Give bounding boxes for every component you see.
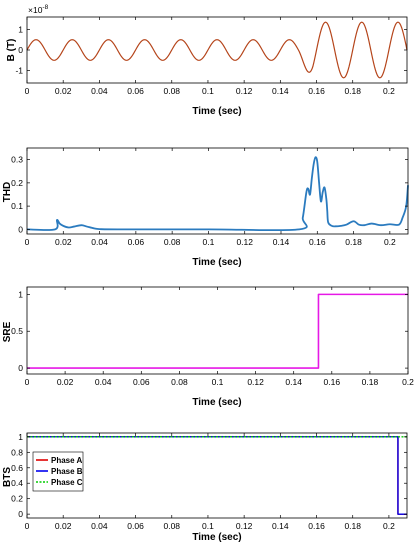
x-tick-label: 0.14 (272, 86, 289, 96)
y-tick-label: 1 (18, 24, 23, 34)
x-tick-label: 0.04 (91, 237, 108, 247)
chart1-y-label: B (T) (6, 39, 17, 62)
x-tick-label: 0.06 (133, 377, 150, 387)
x-tick-label: 0.06 (127, 86, 144, 96)
x-tick-label: 0.2 (384, 237, 396, 247)
x-tick-label: 0.12 (236, 86, 253, 96)
x-tick-label: 0.12 (236, 521, 253, 531)
y-tick-label: 1 (18, 432, 23, 442)
x-tick-label: 0.02 (55, 521, 72, 531)
x-tick-label: 0.02 (55, 86, 72, 96)
x-tick-label: 0.08 (163, 86, 180, 96)
x-tick-label: 0.16 (309, 237, 326, 247)
chart4-plot-frame (26, 432, 408, 519)
x-tick-label: 0.04 (95, 377, 112, 387)
x-tick-label: 0.08 (164, 237, 181, 247)
legend-label-phase-a: Phase A (51, 456, 82, 465)
y-tick-label: 0.1 (11, 201, 23, 211)
chart1-plot-frame (26, 16, 408, 84)
x-tick-label: 0.04 (91, 86, 108, 96)
x-tick-label: 0.08 (171, 377, 188, 387)
chart3-y-label: SRE (2, 321, 13, 342)
x-tick-label: 0.2 (383, 86, 395, 96)
x-tick-label: 0.14 (273, 237, 290, 247)
chart1-exp-base: ×10 (28, 5, 43, 15)
chart-thd: 0 0.02 0.04 0.06 0.08 0.1 0.12 0.14 0.16 0.18 0.2 … (2, 147, 409, 268)
y-tick-label: 1 (18, 289, 23, 299)
x-tick-label: 0 (25, 86, 30, 96)
chart3-x-label: Time (sec) (192, 397, 241, 408)
chart2-y-label: THD (2, 182, 13, 203)
chart1-y-exponent: ×10-8 (28, 4, 49, 15)
x-tick-label: 0.18 (362, 377, 379, 387)
x-tick-label: 0.02 (57, 377, 74, 387)
x-tick-label: 0.2 (383, 521, 395, 531)
x-tick-label: 0.12 (247, 377, 264, 387)
y-tick-label: 0 (18, 224, 23, 234)
chart2-plot-frame (26, 147, 409, 235)
chart-b-field: ×10-8 0 0.02 0.04 0.06 0.08 0.1 0.12 0.14 0.16 0.… (6, 4, 408, 117)
chart2-x-label: Time (sec) (192, 257, 241, 268)
x-tick-label: 0.14 (285, 377, 302, 387)
y-tick-label: 0.3 (11, 155, 23, 165)
y-tick-label: 0 (18, 45, 23, 55)
x-tick-label: 0.04 (91, 521, 108, 531)
x-tick-label: 0 (25, 237, 30, 247)
x-tick-label: 0.18 (344, 86, 361, 96)
x-tick-label: 0.1 (202, 521, 214, 531)
chart1-x-label: Time (sec) (192, 106, 241, 117)
chart4-legend: Phase A Phase B Phase C (32, 451, 84, 492)
series-line-phase-a (27, 436, 407, 515)
chart4-x-label: Time (sec) (192, 532, 241, 543)
x-tick-label: 0.18 (344, 521, 361, 531)
series-line-chart3 (27, 293, 408, 369)
y-tick-label: 0.6 (11, 463, 23, 473)
x-tick-label: 0.16 (308, 521, 325, 531)
x-tick-label: 0.06 (128, 237, 145, 247)
x-tick-label: 0.18 (345, 237, 362, 247)
y-tick-label: 0.5 (11, 326, 23, 336)
x-tick-label: 0.16 (324, 377, 341, 387)
x-tick-label: 0.1 (212, 377, 224, 387)
x-tick-label: 0.16 (308, 86, 325, 96)
chart-sre: 0 0.02 0.04 0.06 0.08 0.1 0.12 0.14 0.16 0.18 0.2 … (2, 286, 414, 408)
series-line-chart1 (26, 21, 408, 79)
x-tick-label: 0.08 (163, 521, 180, 531)
series-line-phase-b (27, 436, 407, 515)
x-tick-label: 0.02 (55, 237, 72, 247)
chart-bts: 0 0.02 0.04 0.06 0.08 0.1 0.12 0.14 0.16 0.18 0.2 … (2, 432, 408, 543)
x-tick-label: 0.06 (127, 521, 144, 531)
x-tick-label: 0 (25, 377, 30, 387)
x-tick-label: 0.14 (272, 521, 289, 531)
chart1-exp-power: -8 (42, 4, 48, 11)
y-tick-label: 0.4 (11, 478, 23, 488)
chart3-plot-frame (26, 286, 409, 375)
legend-label-phase-c: Phase C (51, 478, 83, 487)
legend-label-phase-b: Phase B (51, 467, 83, 476)
x-tick-label: 0.2 (402, 377, 414, 387)
y-tick-label: 0.2 (11, 178, 23, 188)
y-tick-label: 0.2 (11, 494, 23, 504)
y-tick-label: 0 (18, 509, 23, 519)
x-tick-label: 0.1 (203, 237, 215, 247)
chart4-y-label: BTS (2, 467, 13, 487)
x-tick-label: 0.12 (236, 237, 253, 247)
x-tick-label: 0.1 (202, 86, 214, 96)
series-line-chart2 (26, 156, 409, 232)
y-tick-label: 0.8 (11, 447, 23, 457)
y-tick-label: 0 (18, 363, 23, 373)
y-tick-label: -1 (15, 66, 23, 76)
x-tick-label: 0 (25, 521, 30, 531)
